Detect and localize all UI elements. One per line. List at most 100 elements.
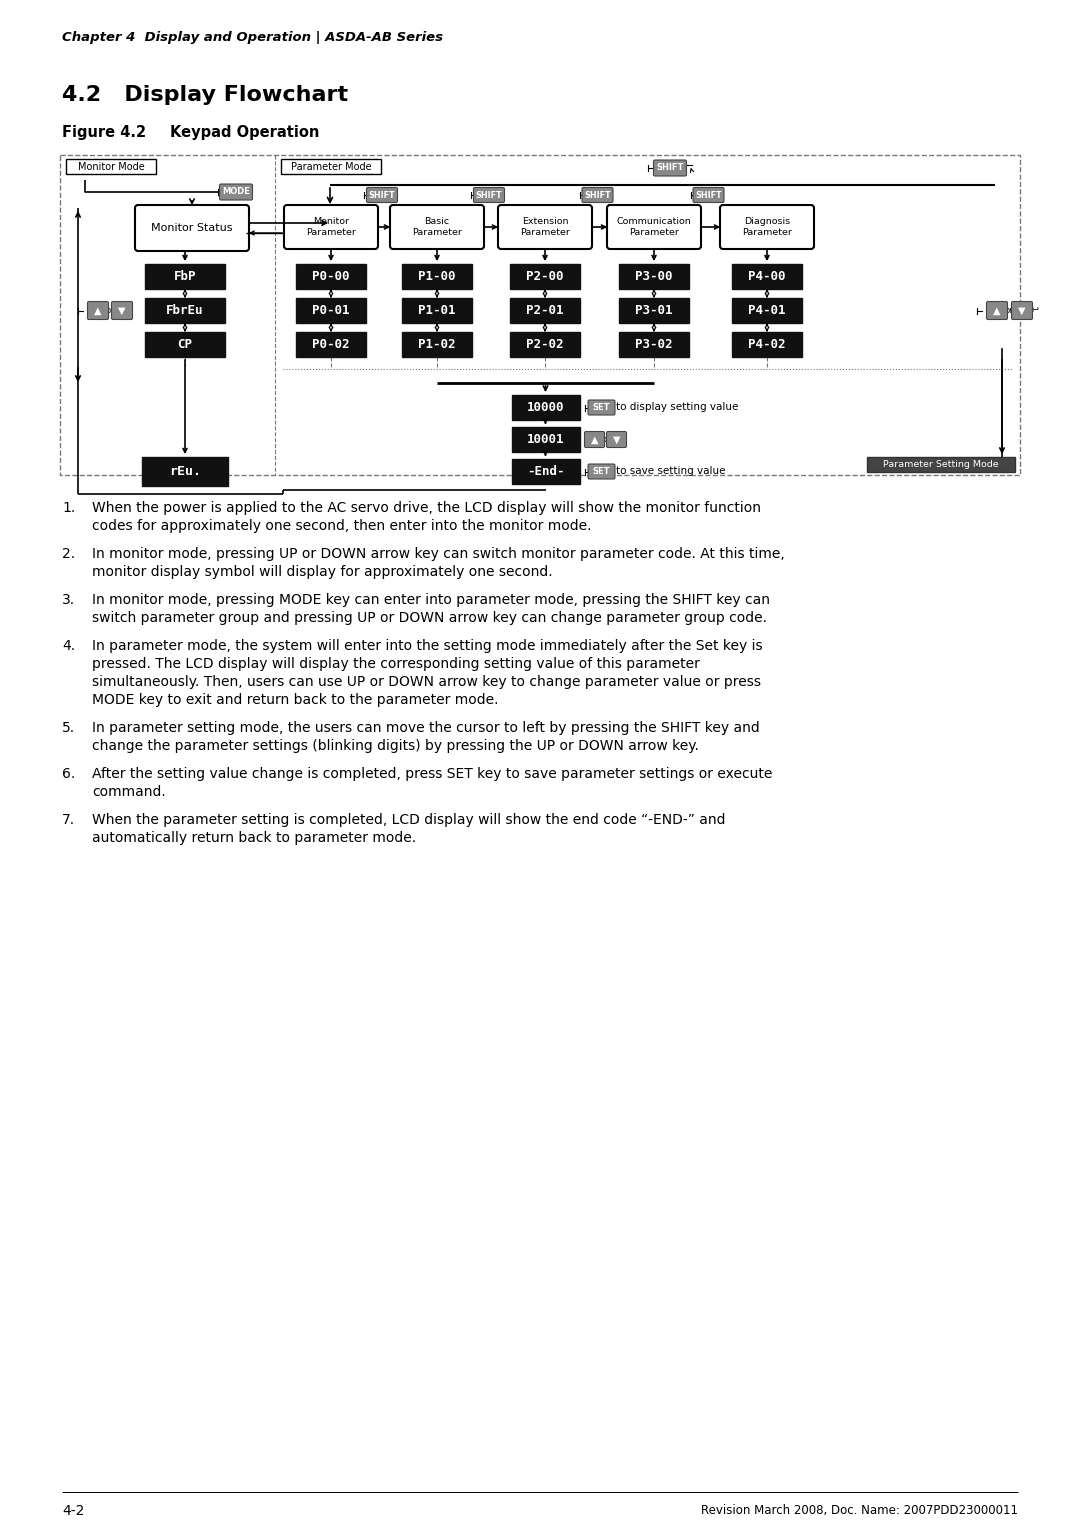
Text: ▼: ▼ <box>612 434 620 445</box>
Text: 2.: 2. <box>62 547 76 561</box>
Text: Revision March 2008, Doc. Name: 2007PDD23000011: Revision March 2008, Doc. Name: 2007PDD2… <box>701 1504 1018 1517</box>
Text: FbrEu: FbrEu <box>166 304 204 316</box>
Text: P1-00: P1-00 <box>418 270 456 283</box>
Bar <box>510 298 580 322</box>
Bar <box>867 457 1015 472</box>
Text: or: or <box>106 306 114 315</box>
Text: 1.: 1. <box>62 501 76 515</box>
Text: P2-01: P2-01 <box>526 304 564 316</box>
FancyBboxPatch shape <box>1012 301 1032 319</box>
Text: Monitor
Parameter: Monitor Parameter <box>306 217 356 237</box>
Text: SET: SET <box>593 403 610 413</box>
FancyBboxPatch shape <box>111 301 133 319</box>
FancyBboxPatch shape <box>135 205 249 251</box>
Text: to display setting value: to display setting value <box>617 402 739 413</box>
Text: Communication
Parameter: Communication Parameter <box>617 217 691 237</box>
Bar <box>512 396 580 420</box>
Bar <box>512 458 580 484</box>
Text: 4.: 4. <box>62 639 76 652</box>
Text: 4-2: 4-2 <box>62 1504 84 1517</box>
Text: Keypad Operation: Keypad Operation <box>170 125 320 141</box>
Text: Extension
Parameter: Extension Parameter <box>521 217 570 237</box>
Text: Monitor Mode: Monitor Mode <box>78 162 145 171</box>
FancyBboxPatch shape <box>588 465 615 478</box>
Text: to save setting value: to save setting value <box>617 466 726 477</box>
Text: SHIFT: SHIFT <box>475 191 502 200</box>
Bar <box>512 426 580 452</box>
Text: ▲: ▲ <box>591 434 598 445</box>
Text: When the parameter setting is completed, LCD display will show the end code “-EN: When the parameter setting is completed,… <box>92 813 726 827</box>
Text: 6.: 6. <box>62 767 76 781</box>
FancyBboxPatch shape <box>498 205 592 249</box>
Text: simultaneously. Then, users can use UP or DOWN arrow key to change parameter val: simultaneously. Then, users can use UP o… <box>92 675 761 689</box>
Text: P0-00: P0-00 <box>312 270 350 283</box>
FancyBboxPatch shape <box>584 431 605 448</box>
Text: 10000: 10000 <box>527 400 564 414</box>
Text: ▲: ▲ <box>994 306 1001 315</box>
FancyBboxPatch shape <box>607 431 626 448</box>
Text: P2-00: P2-00 <box>526 270 564 283</box>
Bar <box>732 332 802 358</box>
Text: P4-01: P4-01 <box>748 304 786 316</box>
Bar <box>296 332 366 358</box>
Text: codes for approximately one second, then enter into the monitor mode.: codes for approximately one second, then… <box>92 520 592 533</box>
Text: or: or <box>1004 306 1013 315</box>
Text: Diagnosis
Parameter: Diagnosis Parameter <box>742 217 792 237</box>
Bar <box>402 264 472 289</box>
FancyBboxPatch shape <box>653 160 687 176</box>
FancyBboxPatch shape <box>284 205 378 249</box>
Text: automatically return back to parameter mode.: automatically return back to parameter m… <box>92 831 416 845</box>
Text: Chapter 4  Display and Operation | ASDA-AB Series: Chapter 4 Display and Operation | ASDA-A… <box>62 32 443 44</box>
Text: P3-02: P3-02 <box>635 338 673 351</box>
Text: In parameter setting mode, the users can move the cursor to left by pressing the: In parameter setting mode, the users can… <box>92 721 759 735</box>
Text: SET: SET <box>593 468 610 477</box>
Text: ▼: ▼ <box>118 306 125 315</box>
Text: SHIFT: SHIFT <box>584 191 611 200</box>
Text: SHIFT: SHIFT <box>696 191 721 200</box>
FancyBboxPatch shape <box>366 188 397 203</box>
Bar <box>402 298 472 322</box>
Bar <box>296 298 366 322</box>
FancyBboxPatch shape <box>693 188 724 203</box>
Bar <box>296 264 366 289</box>
Text: ↩: ↩ <box>1031 306 1039 315</box>
FancyBboxPatch shape <box>582 188 613 203</box>
Bar <box>510 264 580 289</box>
Text: MODE: MODE <box>222 188 249 197</box>
Text: pressed. The LCD display will display the corresponding setting value of this pa: pressed. The LCD display will display th… <box>92 657 700 671</box>
Text: -End-: -End- <box>527 465 564 478</box>
Text: SHIFT: SHIFT <box>657 163 684 173</box>
Text: Parameter Setting Mode: Parameter Setting Mode <box>883 460 999 469</box>
Text: Monitor Status: Monitor Status <box>151 223 233 232</box>
FancyBboxPatch shape <box>986 301 1008 319</box>
Text: In monitor mode, pressing UP or DOWN arrow key can switch monitor parameter code: In monitor mode, pressing UP or DOWN arr… <box>92 547 785 561</box>
Text: monitor display symbol will display for approximately one second.: monitor display symbol will display for … <box>92 565 553 579</box>
Text: Figure 4.2: Figure 4.2 <box>62 125 146 141</box>
Text: 5.: 5. <box>62 721 76 735</box>
Text: ▲: ▲ <box>94 306 102 315</box>
Text: P1-02: P1-02 <box>418 338 456 351</box>
Text: P4-02: P4-02 <box>748 338 786 351</box>
Text: Basic
Parameter: Basic Parameter <box>413 217 462 237</box>
FancyBboxPatch shape <box>588 400 615 416</box>
Text: After the setting value change is completed, press SET key to save parameter set: After the setting value change is comple… <box>92 767 772 781</box>
Text: When the power is applied to the AC servo drive, the LCD display will show the m: When the power is applied to the AC serv… <box>92 501 761 515</box>
Text: SHIFT: SHIFT <box>368 191 395 200</box>
Bar <box>732 264 802 289</box>
Bar <box>141 457 228 486</box>
Text: MODE key to exit and return back to the parameter mode.: MODE key to exit and return back to the … <box>92 694 499 707</box>
Text: ▼: ▼ <box>1018 306 1026 315</box>
Bar <box>145 264 225 289</box>
Text: P3-01: P3-01 <box>635 304 673 316</box>
Text: command.: command. <box>92 785 165 799</box>
Bar <box>281 159 381 174</box>
Bar <box>66 159 156 174</box>
FancyBboxPatch shape <box>87 301 108 319</box>
Text: or: or <box>602 435 610 445</box>
FancyBboxPatch shape <box>607 205 701 249</box>
Bar <box>510 332 580 358</box>
Text: P1-01: P1-01 <box>418 304 456 316</box>
Text: change the parameter settings (blinking digits) by pressing the UP or DOWN arrow: change the parameter settings (blinking … <box>92 740 699 753</box>
Bar <box>402 332 472 358</box>
Text: switch parameter group and pressing UP or DOWN arrow key can change parameter gr: switch parameter group and pressing UP o… <box>92 611 767 625</box>
